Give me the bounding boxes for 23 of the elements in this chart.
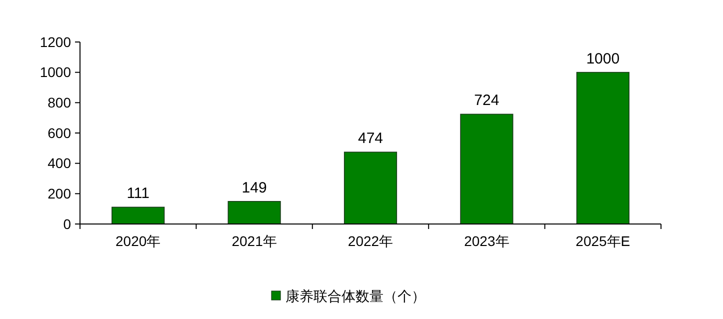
x-tick-label: 2020年 [116,233,161,249]
y-tick-label: 200 [48,186,72,202]
y-tick-label: 600 [48,124,72,141]
data-label: 724 [474,92,500,110]
y-tick-label: 1000 [40,64,72,80]
y-tick-label: 0 [63,216,72,232]
bar [460,114,514,224]
x-tick-label: 2025年E [576,233,630,249]
legend-label: 康养联合体数量（个） [286,288,426,304]
data-label: 111 [126,185,150,202]
data-label: 1000 [586,50,620,68]
bar [344,152,398,224]
x-tick-label: 2021年 [232,233,277,249]
bar [112,206,165,224]
y-tick-label: 400 [48,155,72,172]
bar [228,201,281,224]
data-label: 149 [242,179,267,196]
y-tick-label: 800 [48,94,72,111]
x-tick-label: 2022年 [348,233,394,249]
bar [576,72,630,224]
data-label: 474 [358,130,384,148]
y-tick-label: 1200 [40,34,72,50]
x-tick-label: 2023年 [464,233,510,249]
